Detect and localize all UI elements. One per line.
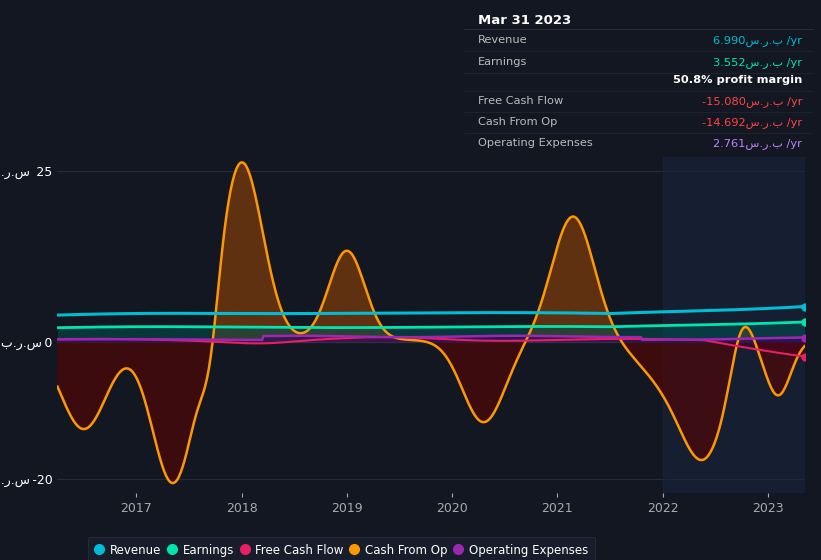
Text: 3.552س.ر.ب /yr: 3.552س.ر.ب /yr [713, 57, 802, 68]
Legend: Revenue, Earnings, Free Cash Flow, Cash From Op, Operating Expenses: Revenue, Earnings, Free Cash Flow, Cash … [88, 537, 595, 560]
Bar [663, 157, 805, 493]
Text: Revenue: Revenue [478, 35, 527, 45]
Text: Operating Expenses: Operating Expenses [478, 138, 593, 148]
Text: Earnings: Earnings [478, 57, 527, 67]
Text: -14.692س.ر.ب /yr: -14.692س.ر.ب /yr [702, 117, 802, 128]
Text: Free Cash Flow: Free Cash Flow [478, 96, 563, 106]
Text: 2.761س.ر.ب /yr: 2.761س.ر.ب /yr [713, 138, 802, 149]
Text: 6.990س.ر.ب /yr: 6.990س.ر.ب /yr [713, 35, 802, 46]
Text: -15.080س.ر.ب /yr: -15.080س.ر.ب /yr [702, 96, 802, 107]
Text: Mar 31 2023: Mar 31 2023 [478, 14, 571, 27]
Text: Cash From Op: Cash From Op [478, 117, 557, 127]
Text: 50.8% profit margin: 50.8% profit margin [673, 74, 802, 85]
